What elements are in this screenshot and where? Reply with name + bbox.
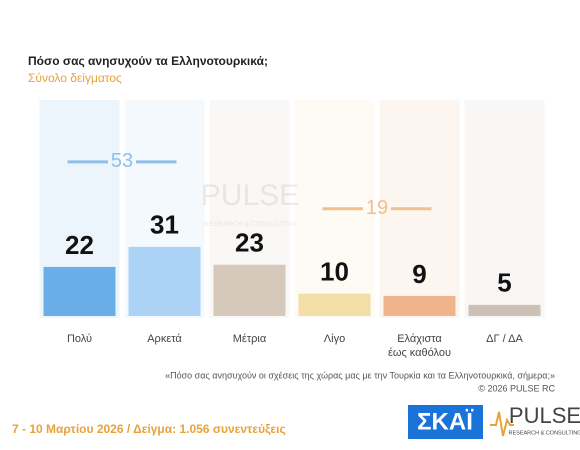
value-label: 9 (412, 259, 426, 289)
column-background (464, 100, 545, 318)
chart-title: Πόσο σας ανησυχούν τα Ελληνοτουρκικά; (28, 54, 268, 68)
watermark-tagline: RESEARCH & CONSULTING (204, 221, 297, 228)
value-label: 31 (150, 210, 179, 240)
value-label: 5 (497, 268, 511, 298)
bar (43, 266, 116, 316)
category-label: Αρκετά (147, 333, 182, 345)
bar (213, 264, 286, 316)
category-label: Μέτρια (232, 333, 267, 345)
group-total: 53 (111, 150, 133, 172)
group-total: 19 (366, 197, 388, 219)
bar (298, 293, 371, 316)
footnote: «Πόσο σας ανησυχούν οι σχέσεις της χώρας… (165, 370, 555, 380)
bar (128, 246, 201, 316)
value-label: 23 (235, 228, 264, 258)
category-label: ΔΓ / ΔΑ (486, 333, 523, 345)
value-label: 22 (65, 230, 94, 260)
pulse-tagline: RESEARCH & CONSULTING (509, 430, 580, 436)
channel-logo-box (408, 405, 483, 439)
pulse-logo-icon (490, 411, 514, 437)
watermark-text: PULSE (201, 179, 299, 212)
channel-logo: ΣΚΑΪ (417, 408, 474, 435)
bar (468, 304, 541, 316)
value-label: 10 (320, 257, 349, 287)
category-label: Λίγο (323, 333, 346, 345)
fieldwork: 7 - 10 Μαρτίου 2026 / Δείγμα: 1.056 συνε… (12, 422, 286, 436)
bar (383, 295, 456, 316)
watermark: PULSE RESEARCH & CONSULTING (201, 179, 299, 228)
category-label: Ελάχιστα έως καθόλου (387, 333, 452, 359)
copyright: © 2026 PULSE RC (478, 383, 555, 393)
category-label: Πολύ (66, 333, 93, 345)
pulse-logo: PULSE (509, 403, 580, 428)
chart-subtitle: Σύνολο δείγματος (28, 71, 122, 85)
